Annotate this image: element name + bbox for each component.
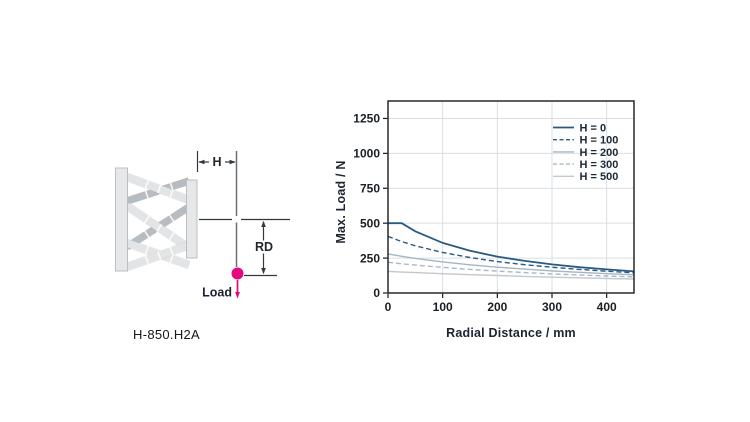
hexapod-joint-mark <box>156 184 162 194</box>
chart-frame <box>387 100 635 294</box>
hexapod-joint-mark <box>144 180 150 189</box>
rd-arrow-down-icon <box>261 268 266 275</box>
hexapod-joint-mark <box>169 246 174 256</box>
y-tick-label: 500 <box>360 216 380 230</box>
hexapod-joint-mark <box>143 215 150 224</box>
legend-label: H = 500 <box>580 171 619 183</box>
chart-series <box>387 222 635 280</box>
chart-grid <box>388 101 634 293</box>
y-tick-label: 0 <box>373 286 380 300</box>
y-tick-label: 1000 <box>353 147 380 161</box>
legend-label: H = 100 <box>580 135 619 147</box>
hexapod-joint-mark <box>169 189 174 198</box>
base-plate <box>115 167 128 272</box>
y-tick-label: 250 <box>360 251 380 265</box>
hexapod-joint-mark <box>156 223 163 232</box>
h-label: H <box>212 155 221 169</box>
series-line-H0 <box>388 222 635 273</box>
hexapod-joint-mark <box>157 251 162 260</box>
rd-dimension: RD <box>252 220 276 275</box>
rd-label-bg <box>252 240 276 254</box>
hexapod-struts <box>124 172 192 272</box>
hexapod-joint-mark <box>144 245 150 255</box>
hexapod-joint-mark <box>144 190 149 199</box>
y-axis-title: Max. Load / N <box>334 160 348 244</box>
x-axis-title: Radial Distance / mm <box>446 326 576 340</box>
x-tick-label: 0 <box>385 300 392 314</box>
chart-ticks <box>383 117 608 298</box>
hexapod-joint-mark <box>168 232 175 241</box>
h-arrow-right-icon <box>229 159 236 165</box>
load-label: Load <box>202 286 232 300</box>
platform-plate <box>186 179 198 259</box>
load-point <box>231 267 244 280</box>
legend-label: H = 300 <box>580 159 619 171</box>
hexapod-joint-mark <box>169 254 174 264</box>
hexapod-joint-mark <box>143 230 150 239</box>
series-line-H500 <box>387 270 635 280</box>
y-tick-label: 750 <box>360 181 380 195</box>
x-tick-label: 100 <box>433 300 453 314</box>
series-line-H100 <box>387 235 635 274</box>
chart-tick-labels: 0 100 200 300 400 0 250 500 750 1000 1250 <box>353 112 617 314</box>
legend-label: H = 0 <box>580 122 607 134</box>
load-arrow-head-icon <box>235 292 240 299</box>
hexapod-strut-body <box>125 173 191 204</box>
rd-arrow-up-icon <box>261 220 266 227</box>
hexapod-strut-body <box>124 202 192 252</box>
rd-label: RD <box>255 240 273 254</box>
hexapod-strut-body <box>125 241 191 271</box>
series-line-H300 <box>387 261 635 278</box>
x-tick-label: 200 <box>487 300 507 314</box>
y-tick-label: 1250 <box>353 112 380 126</box>
hexapod-diagram: H RD Load <box>115 151 290 300</box>
series-line-H200 <box>387 253 635 276</box>
x-tick-label: 300 <box>542 300 562 314</box>
model-label: H-850.H2A <box>133 327 201 342</box>
hexapod-joint-mark <box>144 255 150 265</box>
legend-label: H = 200 <box>580 147 619 159</box>
h-arrow-left-icon <box>198 159 205 165</box>
x-tick-label: 400 <box>597 300 617 314</box>
hexapod-joint-mark <box>168 214 175 223</box>
